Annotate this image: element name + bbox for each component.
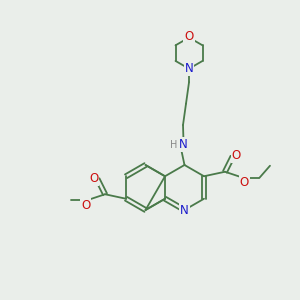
- Text: N: N: [180, 203, 189, 217]
- Text: O: O: [89, 172, 98, 185]
- Text: O: O: [184, 30, 194, 44]
- Text: O: O: [81, 199, 90, 212]
- Text: O: O: [240, 176, 249, 189]
- Text: O: O: [232, 149, 241, 162]
- Text: H: H: [170, 140, 177, 150]
- Text: N: N: [178, 138, 188, 152]
- Text: N: N: [184, 62, 194, 75]
